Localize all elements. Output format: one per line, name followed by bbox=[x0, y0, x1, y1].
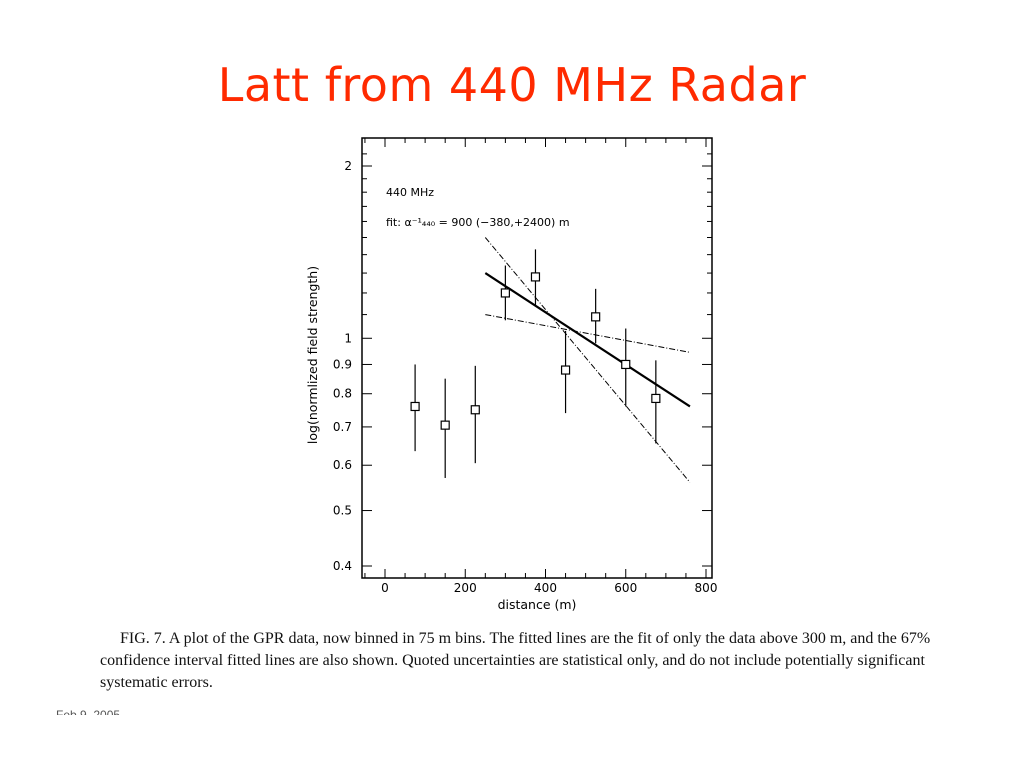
y-tick-label: 1 bbox=[344, 331, 352, 345]
x-tick-label: 200 bbox=[454, 581, 477, 595]
x-tick-label: 800 bbox=[695, 581, 718, 595]
y-tick-label: 0.6 bbox=[333, 458, 352, 472]
data-point bbox=[621, 328, 631, 407]
annotation-frequency: 440 MHz bbox=[386, 186, 434, 199]
fit-lines bbox=[484, 237, 691, 483]
point-marker bbox=[651, 393, 661, 404]
point-marker bbox=[440, 420, 450, 430]
x-tick-label: 600 bbox=[614, 581, 637, 595]
confidence-fit-line bbox=[485, 314, 691, 353]
point-marker bbox=[500, 288, 510, 298]
point-marker bbox=[621, 359, 631, 370]
annotation-fit: fit: α⁻¹₄₄₀ = 900 (−380,+2400) m bbox=[386, 216, 570, 229]
y-tick-label: 2 bbox=[344, 159, 352, 173]
axis-ticks bbox=[362, 138, 712, 578]
figure-caption: FIG. 7. A plot of the GPR data, now binn… bbox=[100, 630, 931, 691]
point-marker bbox=[560, 365, 571, 375]
x-axis-label: distance (m) bbox=[498, 597, 577, 612]
data-point bbox=[591, 288, 601, 344]
y-tick-label: 0.5 bbox=[333, 504, 352, 518]
y-tick-label: 0.8 bbox=[333, 387, 352, 401]
slide-title: Latt from 440 MHz Radar bbox=[217, 58, 807, 112]
data-points bbox=[410, 249, 661, 478]
axis-labels: 0 200 400 600 800 0.4 0.5 0.6 0.7 0.8 0.9 1 2 bbox=[333, 159, 718, 595]
y-axis-label: log(normlized field strength) bbox=[305, 266, 320, 444]
x-tick-label: 400 bbox=[534, 581, 557, 595]
point-marker bbox=[530, 272, 541, 282]
data-point bbox=[410, 364, 420, 452]
point-marker bbox=[410, 401, 420, 412]
data-point bbox=[440, 378, 450, 478]
data-point bbox=[500, 265, 510, 321]
x-tick-label: 0 bbox=[381, 581, 389, 595]
data-point bbox=[651, 360, 661, 444]
plot-frame bbox=[361, 137, 713, 579]
point-marker bbox=[591, 312, 601, 322]
confidence-fit-line bbox=[484, 237, 691, 483]
best-fit-line bbox=[484, 272, 691, 408]
data-point bbox=[530, 249, 541, 306]
data-point bbox=[560, 330, 571, 414]
footer-date: Feb 9, 2005 bbox=[56, 708, 121, 722]
point-marker bbox=[470, 405, 480, 415]
data-point bbox=[470, 365, 480, 464]
y-tick-label: 0.4 bbox=[333, 559, 352, 573]
y-tick-label: 0.9 bbox=[333, 357, 352, 371]
y-tick-label: 0.7 bbox=[333, 420, 352, 434]
